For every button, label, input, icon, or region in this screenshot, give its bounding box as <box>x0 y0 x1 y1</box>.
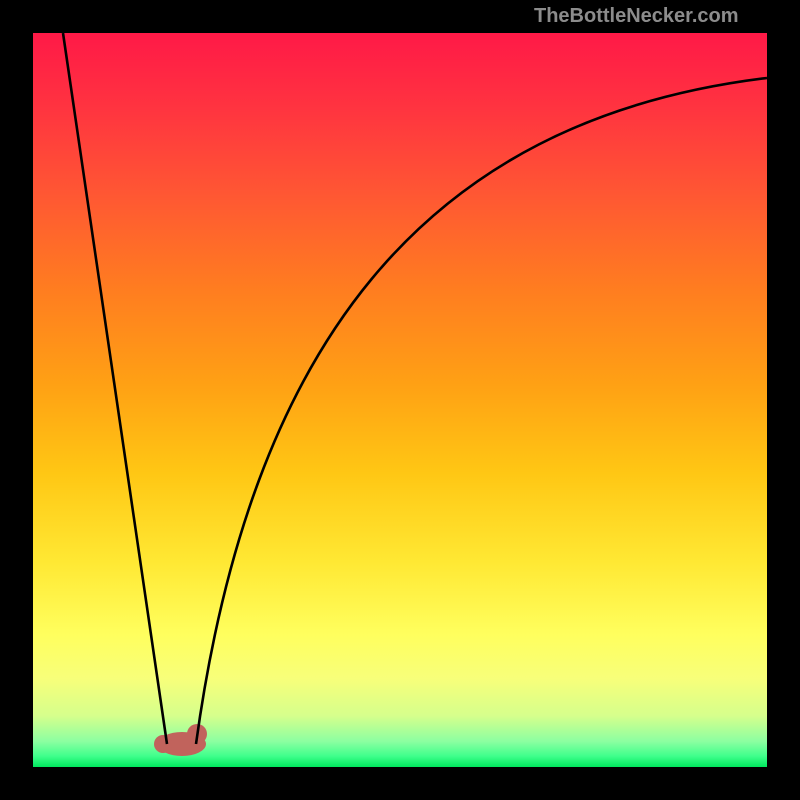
curve-left-segment <box>63 33 167 744</box>
curve-layer <box>0 0 800 800</box>
chart-container: TheBottleNecker.com <box>0 0 800 800</box>
curve-right-segment <box>196 78 767 744</box>
watermark-text: TheBottleNecker.com <box>534 5 739 28</box>
